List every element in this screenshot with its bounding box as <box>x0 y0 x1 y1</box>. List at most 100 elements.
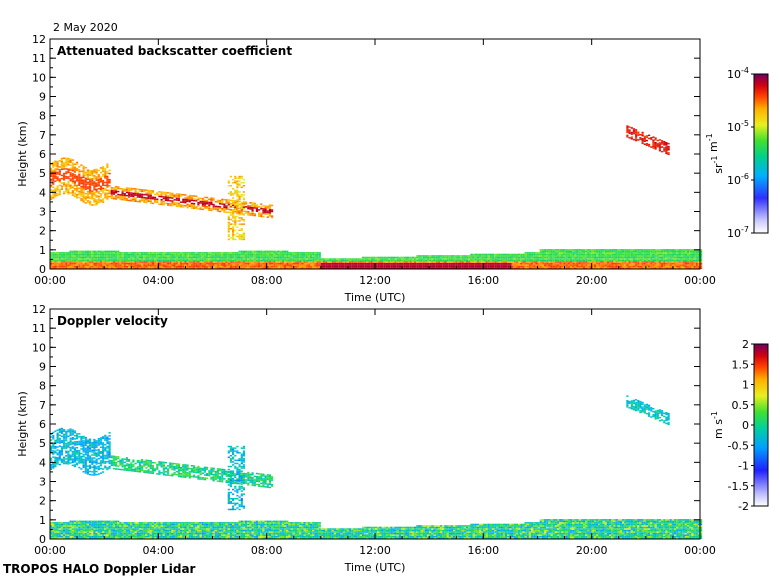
cell-boundary-layer <box>338 267 341 269</box>
cell-boundary-layer <box>346 262 349 265</box>
cell-boundary-layer <box>379 267 382 269</box>
cell-descending-layer <box>199 206 202 209</box>
cell-elevated-aerosol <box>67 461 70 463</box>
cell-boundary-layer <box>297 267 300 269</box>
cell-boundary-layer <box>219 265 222 268</box>
cell-boundary-layer <box>377 259 380 262</box>
cell-boundary-layer <box>138 265 141 268</box>
cell-boundary-layer <box>294 262 297 265</box>
cell-boundary-layer <box>154 259 157 262</box>
cell-boundary-layer <box>498 253 501 256</box>
cell-boundary-layer <box>164 255 167 257</box>
cell-boundary-layer <box>409 264 412 266</box>
cell-boundary-layer <box>119 253 122 256</box>
cell-descending-layer <box>210 197 213 199</box>
cell-descending-layer <box>264 211 267 213</box>
cell-elevated-aerosol <box>84 171 87 173</box>
cell-boundary-layer <box>182 261 185 263</box>
cell-descending-layer <box>149 196 152 198</box>
cell-boundary-layer <box>136 259 139 262</box>
cell-boundary-layer <box>689 258 692 260</box>
cell-descending-layer <box>227 204 230 206</box>
cell-boundary-layer <box>221 267 224 269</box>
cell-plume <box>238 203 241 205</box>
cell-boundary-layer <box>604 265 607 268</box>
cell-plume <box>236 205 239 207</box>
cell-boundary-layer <box>234 262 237 265</box>
cell-elevated-aerosol <box>82 188 85 191</box>
cell-boundary-layer <box>476 253 479 256</box>
cell-boundary-layer <box>199 256 202 259</box>
cell-boundary-layer <box>591 258 594 260</box>
cell-boundary-layer <box>82 261 85 263</box>
cell-boundary-layer <box>128 265 131 268</box>
cell-boundary-layer <box>73 250 76 253</box>
cell-boundary-layer <box>583 256 586 259</box>
cell-boundary-layer <box>552 253 555 256</box>
cell-boundary-layer <box>305 256 308 259</box>
cell-boundary-layer <box>50 525 53 527</box>
cell-boundary-layer <box>240 259 243 262</box>
cell-boundary-layer <box>557 249 560 251</box>
cell-boundary-layer <box>201 259 204 262</box>
cell-elevated-aerosol <box>95 188 98 191</box>
cell-boundary-layer <box>511 267 514 269</box>
cell-plume <box>227 223 230 225</box>
cell-boundary-layer <box>238 256 241 259</box>
cell-boundary-layer <box>466 259 469 262</box>
cell-elevated-aerosol <box>89 177 92 180</box>
cell-elevated-aerosol <box>78 183 81 185</box>
cell-boundary-layer <box>240 252 243 254</box>
cell-boundary-layer <box>73 529 76 532</box>
cell-boundary-layer <box>652 264 655 266</box>
cell-boundary-layer <box>147 267 150 269</box>
cell-boundary-layer <box>195 261 198 263</box>
cell-boundary-layer <box>266 264 269 266</box>
cell-boundary-layer <box>69 264 72 266</box>
cell-boundary-layer <box>227 262 230 265</box>
cell-plume <box>227 198 230 201</box>
cell-boundary-layer <box>585 249 588 251</box>
cell-boundary-layer <box>225 255 228 257</box>
cell-boundary-layer <box>303 253 306 256</box>
cell-boundary-layer <box>695 265 698 268</box>
cell-boundary-layer <box>435 264 438 266</box>
cell-plume <box>232 232 235 235</box>
cell-boundary-layer <box>682 262 685 265</box>
cell-boundary-layer <box>665 264 668 266</box>
cell-boundary-layer <box>483 253 486 256</box>
cell-boundary-layer <box>362 267 365 269</box>
cell-elevated-aerosol <box>82 176 85 178</box>
cell-boundary-layer <box>336 262 339 265</box>
cell-boundary-layer <box>56 267 59 269</box>
cell-boundary-layer <box>424 267 427 269</box>
cell-elevated-cloud <box>652 147 655 149</box>
cell-boundary-layer <box>572 258 575 260</box>
cell-boundary-layer <box>253 265 256 268</box>
cell-boundary-layer <box>487 262 490 265</box>
cell-boundary-layer <box>277 267 280 269</box>
cell-boundary-layer <box>299 259 302 262</box>
cell-elevated-aerosol <box>91 181 94 183</box>
cell-boundary-layer <box>444 264 447 266</box>
cell-boundary-layer <box>67 256 70 259</box>
cell-boundary-layer <box>342 259 345 262</box>
cell-boundary-layer <box>67 252 70 254</box>
cell-boundary-layer <box>515 255 518 257</box>
cell-boundary-layer <box>279 253 282 256</box>
cell-boundary-layer <box>268 265 271 268</box>
cell-boundary-layer <box>316 262 319 265</box>
cell-elevated-aerosol <box>71 159 74 161</box>
cell-descending-layer <box>210 203 213 205</box>
cell-boundary-layer <box>273 264 276 266</box>
cell-boundary-layer <box>522 255 525 257</box>
cell-boundary-layer <box>71 528 74 530</box>
cell-plume <box>238 194 241 196</box>
cell-boundary-layer <box>652 256 655 259</box>
cell-boundary-layer <box>208 252 211 254</box>
cell-boundary-layer <box>50 255 53 257</box>
cell-boundary-layer <box>125 256 128 259</box>
cell-plume <box>242 205 245 207</box>
cell-elevated-aerosol <box>78 166 81 168</box>
cell-descending-layer <box>136 188 139 190</box>
